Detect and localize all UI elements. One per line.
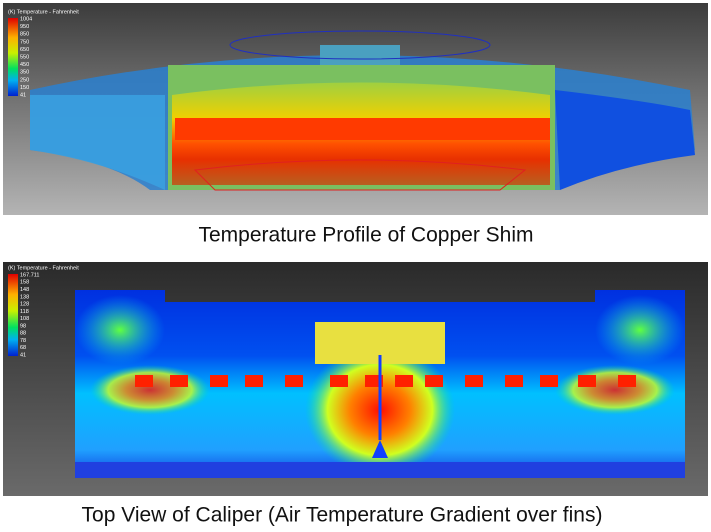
legend-label: 88 <box>20 331 26 337</box>
fin <box>245 375 263 387</box>
fin <box>505 375 523 387</box>
figure-2: (K) Temperature - Fahrenheit 167.7111581… <box>3 262 708 496</box>
legend-label: 41 <box>20 352 26 358</box>
caption: Temperature Profile of Copper Shim <box>199 224 534 247</box>
legend-label: 450 <box>20 62 29 68</box>
outline <box>229 30 491 60</box>
fins <box>135 375 636 387</box>
legend-label: 78 <box>20 338 26 344</box>
legend-label: 158 <box>20 280 29 286</box>
housing-top <box>320 45 400 65</box>
hot-zone <box>90 365 210 415</box>
bottom-band <box>75 462 685 478</box>
legend-label: 550 <box>20 54 29 60</box>
legend-title: (K) Temperature - Fahrenheit <box>8 265 79 271</box>
caliper-left <box>30 95 165 190</box>
fin <box>425 375 443 387</box>
fin <box>285 375 303 387</box>
legend-label: 750 <box>20 39 29 45</box>
warm-zone <box>595 295 685 365</box>
fin <box>210 375 228 387</box>
legend-label: 98 <box>20 323 26 329</box>
legend-label: 950 <box>20 24 29 30</box>
fin <box>330 375 348 387</box>
legend-label: 68 <box>20 345 26 351</box>
hot-band <box>175 118 550 140</box>
legend-label: 1004 <box>20 16 32 22</box>
legend-label: 128 <box>20 302 29 308</box>
legend-label: 167.711 <box>20 272 39 278</box>
legend-title: (K) Temperature - Fahrenheit <box>8 9 79 15</box>
legend-label: 650 <box>20 47 29 53</box>
fin <box>465 375 483 387</box>
warm-zone <box>75 295 165 365</box>
legend-label: 150 <box>20 85 29 91</box>
legend-label: 148 <box>20 287 29 293</box>
legend-label: 41 <box>20 92 26 98</box>
fin <box>618 375 636 387</box>
color-scale <box>8 18 18 96</box>
legend-label: 118 <box>20 309 29 315</box>
legend-label: 850 <box>20 32 29 38</box>
legend-label: 108 <box>20 316 29 322</box>
legend-label: 350 <box>20 70 29 76</box>
figure-1: (K) Temperature - Fahrenheit 1004 950 8507… <box>3 3 708 215</box>
color-scale <box>8 274 18 356</box>
caption: Top View of Caliper (Air Temperature Gra… <box>82 504 603 527</box>
legend-label: 250 <box>20 77 29 83</box>
legend-label: 138 <box>20 294 29 300</box>
hot-zone <box>555 365 675 415</box>
fin <box>540 375 558 387</box>
fin <box>170 375 188 387</box>
caliper-right <box>555 90 695 190</box>
fin <box>395 375 413 387</box>
arrow <box>372 440 388 458</box>
pad-outline <box>193 159 527 191</box>
fin <box>578 375 596 387</box>
fin <box>135 375 153 387</box>
